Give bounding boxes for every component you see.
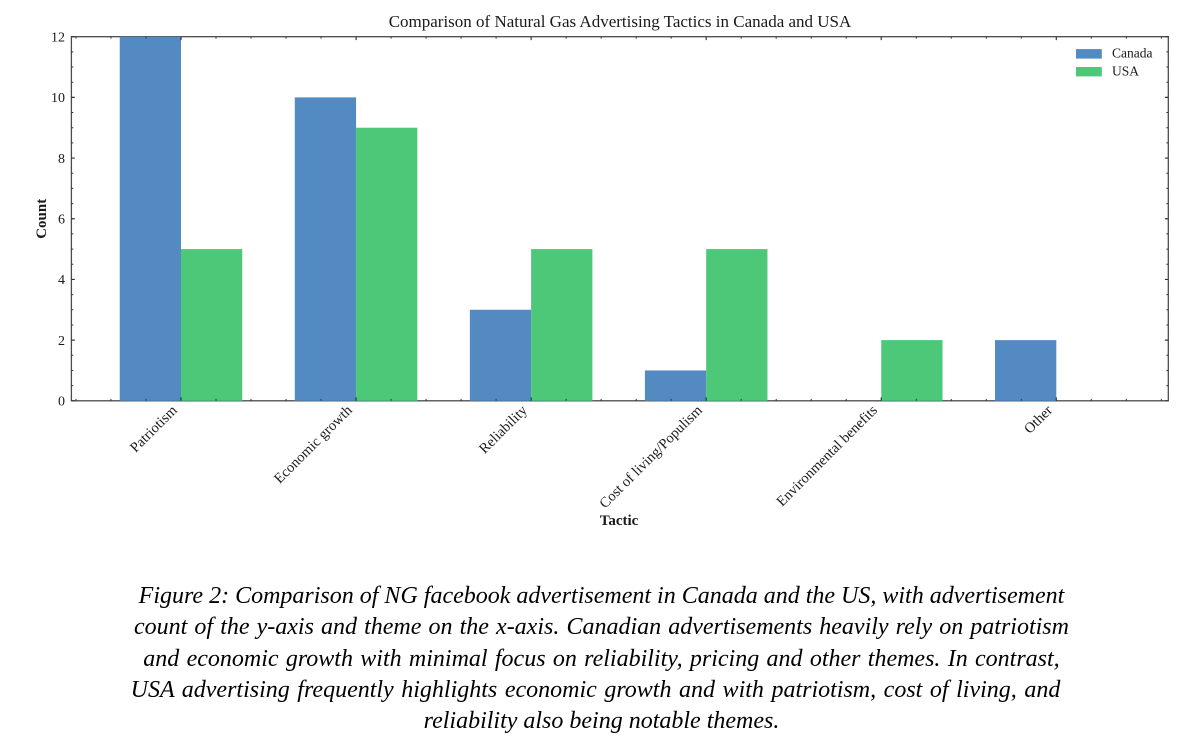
svg-text:12: 12 xyxy=(51,31,65,46)
svg-text:Count: Count xyxy=(34,199,50,239)
svg-text:Economic growth: Economic growth xyxy=(271,402,356,487)
svg-text:Tactic: Tactic xyxy=(600,513,639,529)
svg-text:10: 10 xyxy=(51,91,65,106)
svg-text:6: 6 xyxy=(58,213,65,228)
svg-text:0: 0 xyxy=(58,395,65,410)
svg-text:Reliability: Reliability xyxy=(476,402,531,457)
svg-text:Canada: Canada xyxy=(1112,46,1152,61)
svg-text:USA: USA xyxy=(1112,64,1139,79)
svg-text:Cost of living/Populism: Cost of living/Populism xyxy=(596,402,706,512)
svg-text:Comparison of Natural Gas Adve: Comparison of Natural Gas Advertising Ta… xyxy=(389,12,852,31)
svg-text:Environmental benefits: Environmental benefits xyxy=(774,402,882,510)
svg-text:4: 4 xyxy=(58,273,65,288)
svg-text:2: 2 xyxy=(58,334,65,349)
svg-text:Patriotism: Patriotism xyxy=(127,402,181,456)
svg-text:Other: Other xyxy=(1021,402,1056,437)
svg-text:8: 8 xyxy=(58,152,65,167)
